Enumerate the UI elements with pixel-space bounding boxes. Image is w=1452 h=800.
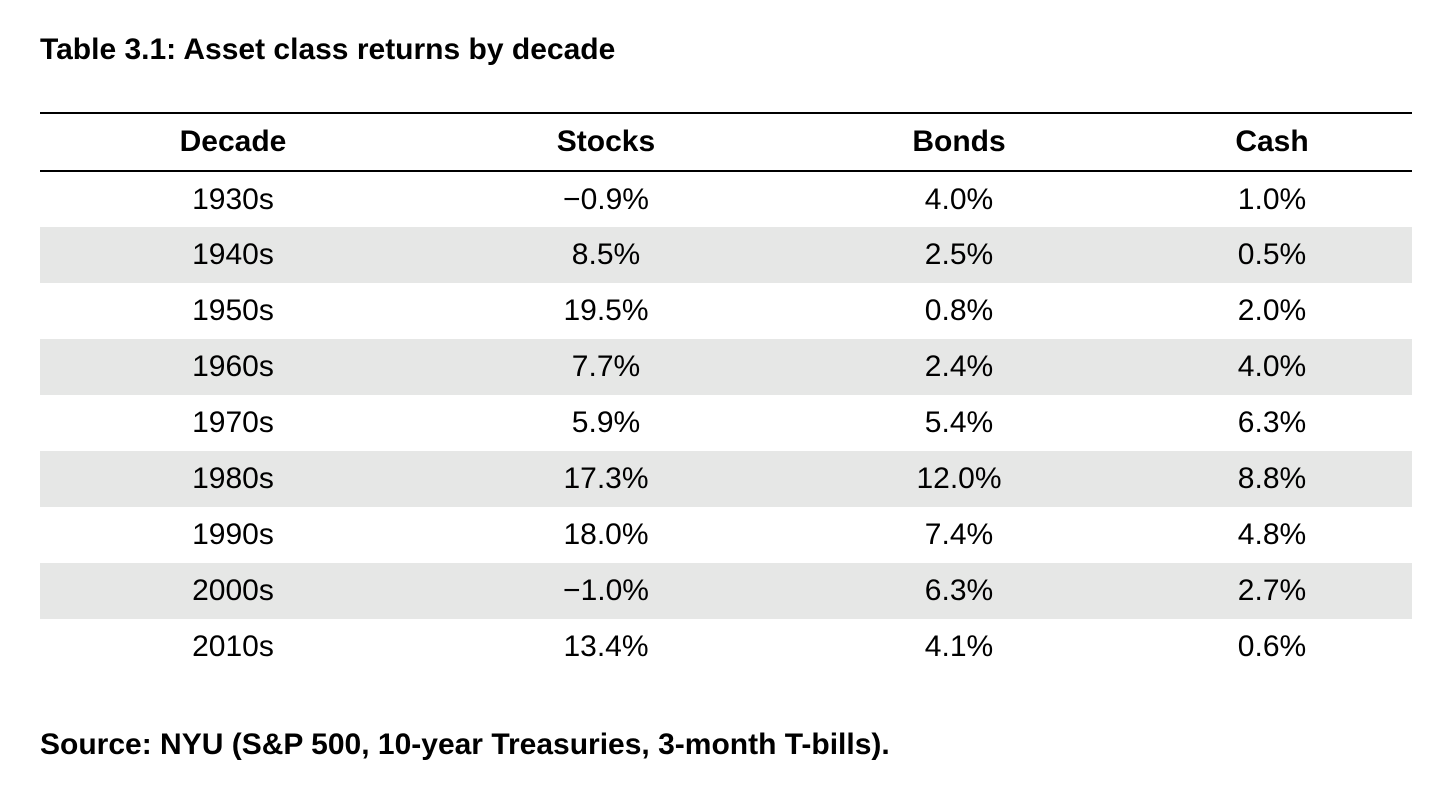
cell-bonds: 12.0% [786,451,1132,507]
table-row: 1980s 17.3% 12.0% 8.8% [40,451,1412,507]
cell-stocks: 5.9% [571,406,641,439]
cell-cash: 2.0% [1237,294,1307,327]
cell-bonds: 2.5% [786,227,1132,283]
cell-stocks: 17.3% [426,451,786,507]
header-stocks: Stocks [426,112,786,172]
header-row: Decade Stocks Bonds Cash [40,112,1412,172]
cell-cash: 1.0% [1237,182,1307,216]
cell-cash: 4.8% [1237,518,1307,551]
table-row: 2010s 13.4% 4.1% 0.6% [40,619,1412,675]
returns-table: Decade Stocks Bonds Cash 1930s −0.9% 4.0… [40,112,1412,675]
cell-stocks: −0.9% [563,182,649,216]
header-decade: Decade [40,112,426,172]
table-row: 1930s −0.9% 4.0% 1.0% [40,171,1412,227]
cell-cash: 2.7% [1132,563,1412,619]
cell-bonds: 4.0% [924,182,994,216]
cell-decade: 1980s [40,451,426,507]
cell-bonds: 0.8% [924,294,994,327]
cell-stocks: 8.5% [426,227,786,283]
table-row: 1970s 5.9% 5.4% 6.3% [40,395,1412,451]
cell-decade: 1960s [40,339,426,395]
cell-stocks: 7.7% [426,339,786,395]
cell-bonds: 5.4% [924,406,994,439]
cell-decade: 1940s [40,227,426,283]
header-bonds: Bonds [786,112,1132,172]
cell-stocks: 19.5% [563,294,649,327]
cell-cash: 4.0% [1132,339,1412,395]
source-note: Source: NYU (S&P 500, 10-year Treasuries… [40,728,890,761]
table-row: 1950s 19.5% 0.8% 2.0% [40,283,1412,339]
table-row: 1940s 8.5% 2.5% 0.5% [40,227,1412,283]
cell-cash: 6.3% [1237,406,1307,439]
cell-bonds: 7.4% [924,518,994,551]
cell-decade: 1970s [192,406,274,439]
cell-stocks: 18.0% [563,518,649,551]
cell-cash: 0.6% [1237,630,1307,663]
cell-cash: 0.5% [1132,227,1412,283]
cell-stocks: −1.0% [426,563,786,619]
cell-decade: 2000s [40,563,426,619]
table-caption: Table 3.1: Asset class returns by decade [40,33,616,66]
table-row: 1990s 18.0% 7.4% 4.8% [40,507,1412,563]
cell-bonds: 2.4% [786,339,1132,395]
cell-cash: 8.8% [1132,451,1412,507]
cell-stocks: 13.4% [563,630,649,663]
cell-decade: 1930s [192,182,274,216]
cell-bonds: 4.1% [924,630,994,663]
table-body: 1930s −0.9% 4.0% 1.0% 1940s 8.5% 2.5% 0.… [40,171,1412,675]
table-row: 1960s 7.7% 2.4% 4.0% [40,339,1412,395]
cell-bonds: 6.3% [786,563,1132,619]
header-cash: Cash [1132,112,1412,172]
cell-decade: 2010s [192,630,274,663]
table-header: Decade Stocks Bonds Cash [40,112,1412,172]
table-row: 2000s −1.0% 6.3% 2.7% [40,563,1412,619]
cell-decade: 1990s [192,518,274,551]
cell-decade: 1950s [192,294,274,327]
